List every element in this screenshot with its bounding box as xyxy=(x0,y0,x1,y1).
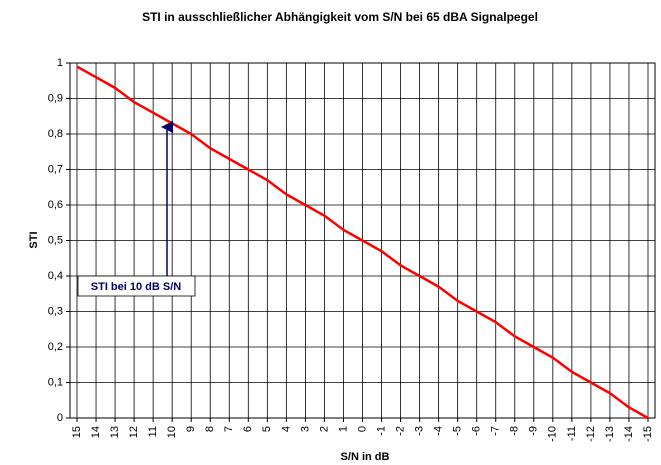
x-tick-label: -2 xyxy=(394,426,406,436)
x-tick-label: -5 xyxy=(452,426,464,436)
x-tick-label: 6 xyxy=(242,426,254,432)
x-tick-label: 1 xyxy=(337,426,349,432)
x-tick-label: 14 xyxy=(90,426,102,438)
y-tick-label: 0 xyxy=(57,412,63,424)
y-tick-label: 0,9 xyxy=(48,92,63,104)
x-tick-label: 11 xyxy=(147,426,159,437)
annotation-box xyxy=(77,275,196,297)
x-tick-label: 2 xyxy=(318,426,330,432)
y-tick-label: 0,2 xyxy=(48,341,63,353)
x-tick-label: 3 xyxy=(299,426,311,432)
x-tick-label: 15 xyxy=(71,426,83,438)
y-tick-label: 0,5 xyxy=(48,234,63,246)
x-tick-label: -11 xyxy=(566,426,578,441)
y-tick-label: 0,3 xyxy=(48,305,63,317)
annotation: STI bei 10 dB S/N xyxy=(91,281,182,293)
x-tick-label: -9 xyxy=(528,426,540,436)
x-tick-label: -7 xyxy=(490,426,502,436)
x-tick-label: -8 xyxy=(509,426,521,436)
y-tick-label: 0,8 xyxy=(48,128,63,140)
x-tick-label: 4 xyxy=(280,426,292,432)
x-tick-label: -10 xyxy=(547,426,559,442)
x-tick-label: 12 xyxy=(128,426,140,438)
x-tick-label: 13 xyxy=(109,426,121,438)
y-tick-label: 0,1 xyxy=(48,376,63,388)
x-tick-label: 10 xyxy=(166,426,178,438)
x-tick-label: 5 xyxy=(261,426,273,432)
chart-title: STI in ausschließlicher Abhängigkeit vom… xyxy=(142,10,538,24)
x-tick-label: -14 xyxy=(623,426,635,442)
plot-frame xyxy=(69,62,656,419)
y-axis-label: STI xyxy=(28,231,40,248)
x-tick-label: -15 xyxy=(642,426,654,442)
y-tick-label: 0,7 xyxy=(48,163,63,175)
x-tick-label: -6 xyxy=(471,426,483,436)
x-tick-label: -4 xyxy=(433,426,445,436)
x-tick-label: -12 xyxy=(585,426,597,442)
x-tick-label: 9 xyxy=(185,426,197,432)
x-tick-label: -1 xyxy=(375,426,387,436)
x-axis-label: S/N in dB xyxy=(341,451,390,463)
y-tick-label: 0,6 xyxy=(48,199,63,211)
x-tick-label: -13 xyxy=(604,426,616,442)
x-tick-label: 7 xyxy=(223,426,235,432)
x-tick-label: 8 xyxy=(204,426,216,432)
x-tick-label: 0 xyxy=(356,426,368,432)
x-tick-label: -3 xyxy=(414,426,426,436)
y-tick-label: 0,4 xyxy=(48,270,63,282)
y-tick-label: 1 xyxy=(57,57,63,69)
